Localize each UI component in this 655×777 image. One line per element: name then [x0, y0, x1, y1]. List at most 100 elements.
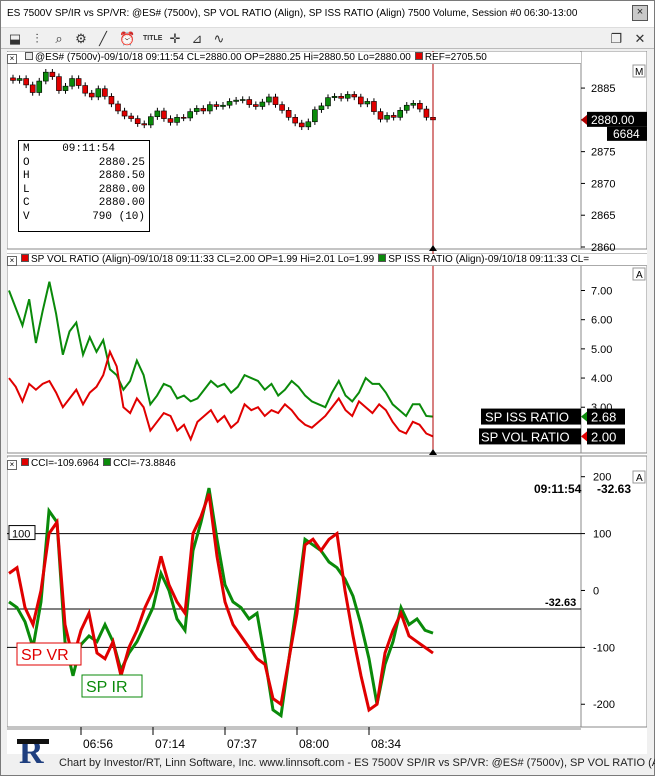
- candle-body: [377, 111, 384, 120]
- title-bar[interactable]: ES 7500V SP/IR vs SP/VR: @ES# (7500v), S…: [1, 1, 654, 27]
- pane1-badge-bg: [632, 64, 646, 78]
- pane1-badge: M: [635, 67, 643, 78]
- drawing-tools-icon[interactable]: ⊿: [191, 31, 203, 46]
- ohlc-info-box: M 09:11:54 O 2880.25 H 2880.50 L 2880.00 C 28…: [18, 140, 150, 232]
- pointer-icon[interactable]: ⬓: [8, 31, 22, 46]
- candle-body: [193, 108, 200, 112]
- y-tick-label: 2870: [591, 178, 615, 190]
- pane1-close-icon[interactable]: ×: [7, 54, 17, 64]
- pane1-series-label: @ES# (7500v)-09/10/18 09:11:54 CL=2880.0…: [35, 52, 411, 63]
- candle-body: [75, 78, 82, 86]
- vol-ratio-label: SP VOL RATIO (Align)-09/10/18 09:11:33 C…: [31, 254, 375, 265]
- candle-body: [298, 122, 305, 128]
- title-icon[interactable]: TITLE: [143, 35, 163, 42]
- sp-ir-label: SP IR: [86, 679, 128, 696]
- sp-ir-line: [8, 487, 434, 719]
- close-icon[interactable]: ✕: [634, 31, 646, 46]
- info-value: 2880.00: [98, 197, 145, 209]
- candle-body: [213, 104, 220, 107]
- sp-ir-label-bg: [81, 674, 143, 698]
- candle-body: [69, 78, 75, 87]
- chart-canvas[interactable]: 2885288028752870286528602880.006684M7.00…: [6, 50, 648, 754]
- investor-rt-logo: R: [17, 729, 49, 771]
- candle-body: [233, 99, 239, 102]
- pane2-badge-bg: [632, 267, 646, 281]
- pane2-close-icon[interactable]: ×: [7, 256, 17, 266]
- pane3-badge: A: [636, 473, 643, 484]
- zoom-icon[interactable]: ⌕: [55, 31, 63, 46]
- info-key: M: [23, 143, 30, 155]
- sp-vr-label-bg: [16, 642, 82, 666]
- candle-body: [115, 103, 121, 112]
- y-tick-label: 4.00: [591, 373, 612, 385]
- candle-body: [325, 97, 331, 107]
- candle-body: [417, 103, 423, 110]
- candle-body: [358, 96, 364, 105]
- pane3-close-icon[interactable]: ×: [7, 460, 17, 470]
- y-tick-label: 0: [593, 585, 599, 597]
- x-tick-label: 08:00: [299, 737, 329, 751]
- restore-icon[interactable]: ❐: [610, 31, 623, 46]
- vol-label-bg: [479, 428, 581, 445]
- close-button[interactable]: ×: [632, 5, 648, 21]
- candle-body: [312, 109, 318, 123]
- pane1-header: × @ES# (7500v)-09/10/18 09:11:54 CL=2880.…: [7, 52, 581, 64]
- candle-body: [62, 85, 69, 91]
- last-price-badge-bg: [587, 111, 647, 127]
- x-tick-label: 07:14: [155, 737, 185, 751]
- cci1-swatch-icon: [21, 458, 29, 466]
- info-value: 09:11:54: [62, 143, 115, 155]
- info-key: L: [23, 183, 30, 196]
- crosshair-icon[interactable]: ✛: [169, 31, 181, 46]
- iss-label: SP ISS RATIO: [485, 410, 569, 425]
- x-tick-label: 08:34: [371, 737, 401, 751]
- y-tick-label: -100: [593, 642, 615, 654]
- candle-body: [318, 105, 325, 110]
- y-tick-label: 200: [593, 472, 611, 484]
- candle-body: [108, 96, 115, 105]
- wave-icon[interactable]: ∿: [213, 31, 225, 46]
- candle-body: [207, 104, 213, 112]
- info-key: C: [23, 197, 30, 209]
- candle-body: [49, 71, 56, 77]
- cursor-value-label: -32.63: [545, 597, 576, 609]
- candle-body: [220, 104, 226, 107]
- candle-body: [128, 115, 134, 119]
- info-key: V: [23, 210, 30, 223]
- value-readout: -32.63: [597, 482, 631, 496]
- y-tick-label: 7.00: [591, 286, 612, 298]
- pane3-header: × CCI=-109.6964 CCI=-73.8846: [7, 458, 207, 470]
- series-swatch-icon: [25, 52, 33, 60]
- candle-body: [82, 85, 88, 94]
- candle-body: [167, 118, 174, 123]
- level-label: 100: [12, 529, 30, 541]
- candle-body: [423, 108, 430, 118]
- footer-bar: Chart by Investor/RT, Linn Software, Inc…: [1, 753, 655, 777]
- cursor-marker-icon: [429, 449, 437, 455]
- bar-chart-icon[interactable]: ⫶: [35, 31, 39, 46]
- gear-icon[interactable]: ⚙: [75, 31, 87, 46]
- level-label-bg: [8, 525, 36, 541]
- iss-value: 2.68: [591, 410, 616, 425]
- info-value: 2880.50: [98, 170, 145, 182]
- candle-body: [29, 84, 36, 93]
- candle-body: [121, 110, 128, 117]
- candle-body: [174, 117, 180, 123]
- y-tick-label: 6.00: [591, 315, 612, 327]
- alarm-icon[interactable]: ⏰: [119, 31, 136, 46]
- iss-value-bg: [587, 408, 625, 425]
- candle-body: [180, 117, 187, 119]
- vol-value: 2.00: [591, 429, 616, 444]
- cci2-swatch-icon: [103, 458, 112, 466]
- candle-body: [285, 110, 292, 118]
- sp-vr-label: SP VR: [21, 647, 69, 664]
- candle-body: [239, 99, 246, 101]
- candle-body: [390, 115, 397, 118]
- candle-body: [148, 116, 154, 126]
- draw-line-icon[interactable]: ╱: [99, 31, 107, 46]
- candle-body: [272, 96, 279, 105]
- candle-body: [246, 99, 253, 105]
- candle-body: [344, 94, 351, 99]
- vol-value-bg: [587, 428, 625, 445]
